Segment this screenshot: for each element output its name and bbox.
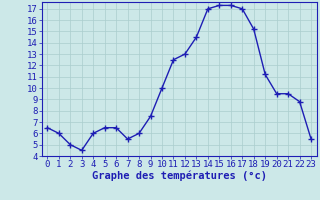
X-axis label: Graphe des températures (°c): Graphe des températures (°c) <box>92 171 267 181</box>
